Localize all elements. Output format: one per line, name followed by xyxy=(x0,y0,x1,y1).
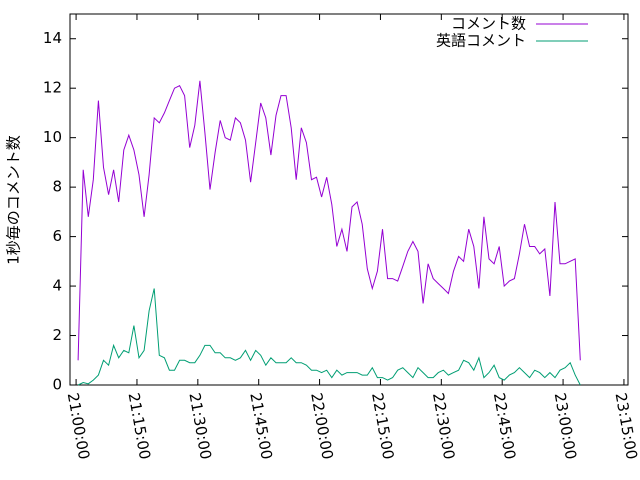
x-tick-label: 23:15:00 xyxy=(612,391,640,460)
y-tick-label: 0 xyxy=(52,376,62,394)
y-tick-label: 2 xyxy=(52,326,62,344)
legend-label: コメント数 xyxy=(451,15,526,33)
y-tick-label: 6 xyxy=(52,227,62,245)
x-tick-label: 21:45:00 xyxy=(246,391,275,460)
y-tick-label: 12 xyxy=(43,79,62,97)
y-tick-label: 14 xyxy=(43,29,62,47)
x-tick-label: 22:00:00 xyxy=(307,391,336,460)
y-axis-label: 1秒毎のコメント数 xyxy=(5,135,23,265)
y-tick-label: 8 xyxy=(52,178,62,196)
x-tick-label: 23:00:00 xyxy=(551,391,580,460)
x-tick-label: 22:45:00 xyxy=(490,391,519,460)
x-tick-label: 22:30:00 xyxy=(429,391,458,460)
x-tick-label: 21:15:00 xyxy=(125,391,154,460)
x-tick-label: 22:15:00 xyxy=(368,391,397,460)
plot-frame xyxy=(69,13,629,386)
x-tick-label: 21:00:00 xyxy=(64,391,93,460)
x-tick-label: 21:30:00 xyxy=(185,391,214,460)
y-tick-label: 10 xyxy=(43,128,62,146)
data-line xyxy=(77,80,581,361)
data-line xyxy=(77,288,581,386)
legend-label: 英語コメント xyxy=(436,32,526,50)
y-tick-label: 4 xyxy=(52,277,62,295)
